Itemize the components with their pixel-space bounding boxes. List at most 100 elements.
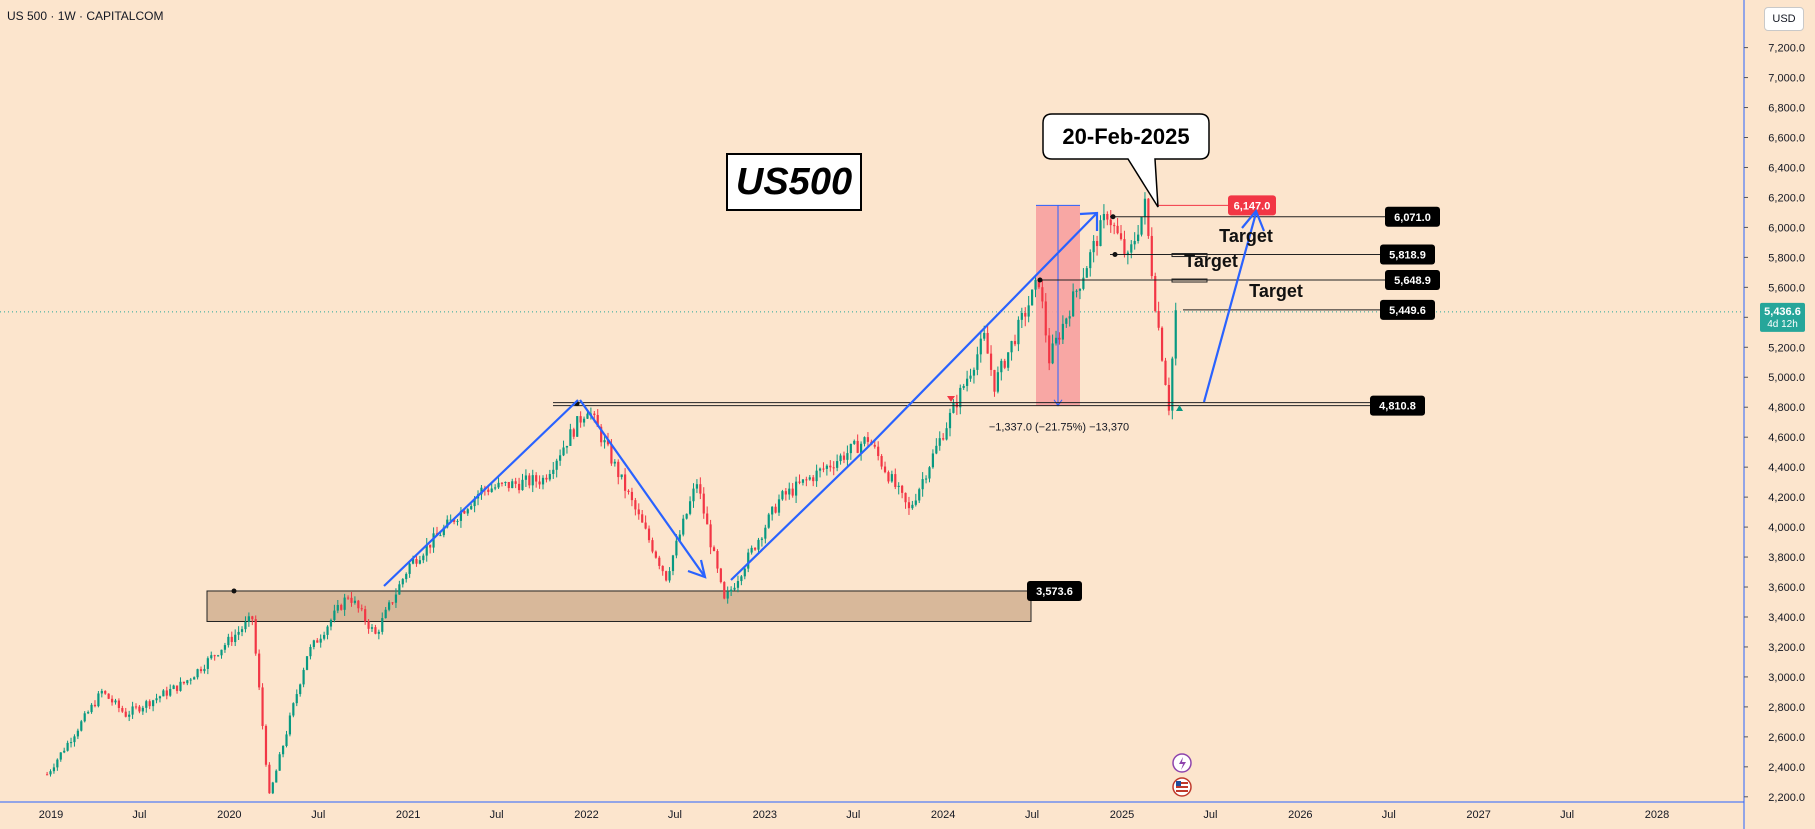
candle-body — [206, 658, 209, 669]
candle-body — [760, 538, 764, 540]
candle-body — [699, 484, 702, 494]
candle-body — [907, 502, 911, 509]
candle-body — [620, 474, 623, 478]
candle-body — [346, 597, 350, 599]
y-tick-label: 3,200.0 — [1768, 642, 1805, 654]
candle-body — [353, 600, 357, 603]
level-label: 5,449.6 — [1389, 305, 1426, 317]
candle-body — [343, 597, 346, 610]
candle-body — [1048, 335, 1051, 364]
candle-body — [299, 684, 302, 695]
candle-body — [114, 700, 117, 703]
candle-body — [812, 477, 815, 482]
candle-body — [979, 338, 982, 355]
candle-body — [514, 481, 517, 484]
candle-body — [121, 708, 124, 712]
candle-body — [849, 443, 852, 454]
candle-body — [859, 443, 863, 453]
candle-body — [798, 481, 801, 483]
candle-body — [1054, 337, 1058, 344]
candle-body — [97, 693, 100, 707]
x-tick-label: Jul — [132, 809, 146, 821]
candle-body — [764, 527, 767, 539]
level-label: 5,818.9 — [1389, 250, 1426, 262]
candle-body — [155, 698, 158, 701]
candle-body — [918, 489, 921, 501]
current-price-value: 5,436.6 — [1764, 306, 1801, 318]
candle-body — [952, 402, 955, 413]
y-tick-label: 6,000.0 — [1768, 222, 1805, 234]
candle-body — [158, 696, 162, 699]
candle-body — [613, 461, 616, 464]
y-tick-label: 5,600.0 — [1768, 282, 1805, 294]
candle-body — [128, 714, 131, 717]
candle-body — [989, 353, 993, 370]
candle-body — [179, 681, 182, 691]
candle-body — [1020, 312, 1023, 320]
candle-body — [846, 453, 849, 460]
candle-body — [370, 627, 374, 629]
candle-body — [1082, 277, 1085, 289]
candle-body — [415, 559, 418, 564]
candle-body — [63, 750, 66, 753]
candle-body — [948, 412, 952, 429]
level-label-box — [1385, 270, 1440, 291]
x-tick-label: Jul — [846, 809, 860, 821]
candle-body — [189, 679, 192, 681]
candle-body — [582, 418, 586, 423]
candle-body — [401, 579, 404, 585]
candle-body — [548, 474, 551, 480]
candle-body — [271, 782, 274, 794]
candle-body — [73, 736, 76, 743]
candle-body — [623, 474, 627, 491]
candle-body — [743, 568, 746, 577]
y-tick-label: 6,400.0 — [1768, 162, 1805, 174]
candle-body — [45, 774, 49, 776]
candle-body — [487, 489, 490, 492]
candle-body — [600, 426, 603, 443]
candle-body — [309, 646, 312, 657]
candle-body — [579, 416, 582, 423]
candle-body — [49, 771, 52, 775]
level-anchor-dot — [1112, 252, 1118, 258]
candle-body — [52, 767, 56, 772]
candle-body — [716, 550, 719, 569]
y-tick-label: 3,800.0 — [1768, 552, 1805, 564]
signal-marker-up — [1176, 405, 1183, 411]
candle-body — [100, 690, 103, 694]
trend-arrow-line — [869, 212, 1098, 446]
y-tick-label: 6,800.0 — [1768, 103, 1805, 115]
candle-body — [993, 369, 996, 392]
signal-marker-down — [947, 396, 955, 402]
candle-body — [596, 414, 599, 427]
candle-body — [323, 634, 326, 639]
x-tick-label: Jul — [490, 809, 504, 821]
candle-body — [1003, 360, 1006, 368]
candle-body — [777, 499, 781, 513]
y-tick-label: 2,400.0 — [1768, 762, 1805, 774]
candle-body — [199, 669, 203, 672]
trend-arrowhead — [1079, 211, 1099, 231]
currency-button[interactable]: USD — [1764, 7, 1804, 31]
candle-body — [1034, 279, 1037, 290]
candle-body — [1075, 290, 1078, 292]
candle-body — [853, 440, 856, 444]
candle-body — [281, 745, 285, 755]
date-callout — [1042, 113, 1210, 208]
candle-body — [1116, 225, 1119, 234]
candle-body — [244, 621, 247, 630]
level-anchor-dot — [1110, 214, 1116, 220]
x-tick-label: 2024 — [931, 809, 955, 821]
flag-stripe — [1176, 786, 1188, 788]
candle-body — [374, 627, 377, 634]
candle-body — [336, 604, 339, 611]
candle-body — [1167, 384, 1170, 411]
candle-body — [1140, 216, 1143, 235]
y-tick-label: 4,600.0 — [1768, 432, 1805, 444]
candle-body — [517, 483, 521, 491]
candle-body — [562, 447, 565, 456]
candle-body — [138, 706, 141, 712]
candle-body — [507, 481, 510, 489]
candle-body — [610, 444, 613, 464]
